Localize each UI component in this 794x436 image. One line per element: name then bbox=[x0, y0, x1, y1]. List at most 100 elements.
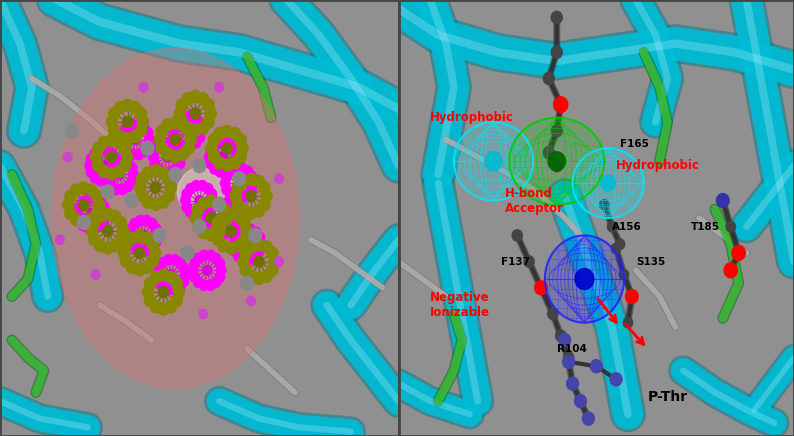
Circle shape bbox=[98, 165, 110, 177]
Circle shape bbox=[160, 137, 169, 147]
Circle shape bbox=[112, 184, 121, 194]
Circle shape bbox=[214, 128, 225, 140]
Circle shape bbox=[485, 152, 502, 171]
Circle shape bbox=[626, 290, 638, 303]
Circle shape bbox=[139, 231, 148, 240]
Circle shape bbox=[231, 206, 241, 217]
Circle shape bbox=[147, 238, 159, 251]
Circle shape bbox=[128, 119, 137, 130]
Circle shape bbox=[192, 204, 203, 216]
Circle shape bbox=[107, 172, 117, 183]
Circle shape bbox=[237, 163, 247, 174]
Circle shape bbox=[219, 213, 228, 223]
Circle shape bbox=[172, 294, 183, 307]
Circle shape bbox=[254, 256, 264, 267]
Circle shape bbox=[150, 164, 161, 177]
Circle shape bbox=[64, 152, 72, 162]
Circle shape bbox=[158, 281, 168, 292]
Circle shape bbox=[164, 255, 173, 265]
Circle shape bbox=[96, 175, 106, 186]
Circle shape bbox=[245, 207, 256, 219]
Circle shape bbox=[126, 224, 136, 234]
Circle shape bbox=[231, 158, 241, 169]
Circle shape bbox=[122, 99, 133, 111]
Circle shape bbox=[130, 242, 140, 252]
Circle shape bbox=[127, 163, 137, 173]
Circle shape bbox=[118, 141, 128, 151]
Circle shape bbox=[114, 102, 125, 114]
Circle shape bbox=[251, 227, 260, 238]
Circle shape bbox=[209, 195, 218, 206]
Circle shape bbox=[233, 251, 243, 261]
Circle shape bbox=[95, 197, 105, 207]
Circle shape bbox=[157, 167, 169, 179]
Circle shape bbox=[222, 167, 231, 177]
Circle shape bbox=[222, 198, 231, 208]
Circle shape bbox=[227, 225, 237, 235]
Circle shape bbox=[611, 243, 621, 254]
Circle shape bbox=[130, 218, 140, 229]
Circle shape bbox=[619, 269, 629, 280]
Circle shape bbox=[229, 128, 241, 140]
Circle shape bbox=[191, 114, 201, 124]
Circle shape bbox=[237, 193, 247, 203]
Circle shape bbox=[139, 82, 148, 92]
Text: H-bond
Acceptor: H-bond Acceptor bbox=[505, 187, 565, 215]
Circle shape bbox=[150, 182, 160, 193]
Circle shape bbox=[163, 152, 172, 162]
Circle shape bbox=[221, 178, 230, 188]
Circle shape bbox=[212, 217, 223, 229]
Text: S135: S135 bbox=[636, 257, 665, 266]
Circle shape bbox=[95, 220, 105, 231]
Circle shape bbox=[214, 226, 225, 238]
Circle shape bbox=[56, 235, 64, 245]
Circle shape bbox=[206, 280, 215, 290]
Circle shape bbox=[140, 146, 149, 157]
Circle shape bbox=[219, 220, 230, 232]
Circle shape bbox=[215, 82, 224, 92]
Text: Negative
Ionizable: Negative Ionizable bbox=[430, 291, 490, 319]
Polygon shape bbox=[572, 148, 644, 218]
Circle shape bbox=[211, 253, 221, 264]
Circle shape bbox=[129, 102, 141, 114]
Circle shape bbox=[134, 247, 145, 259]
Circle shape bbox=[591, 360, 602, 373]
Circle shape bbox=[198, 226, 209, 238]
Circle shape bbox=[214, 157, 225, 169]
Circle shape bbox=[206, 142, 218, 154]
Circle shape bbox=[94, 239, 106, 252]
Circle shape bbox=[87, 225, 98, 237]
Circle shape bbox=[241, 225, 252, 237]
Circle shape bbox=[176, 116, 187, 128]
Circle shape bbox=[615, 239, 625, 249]
Circle shape bbox=[235, 134, 246, 146]
Circle shape bbox=[115, 233, 126, 245]
Circle shape bbox=[170, 284, 179, 295]
Circle shape bbox=[267, 264, 278, 276]
Circle shape bbox=[567, 377, 579, 390]
Circle shape bbox=[241, 276, 253, 290]
Circle shape bbox=[149, 247, 160, 259]
Circle shape bbox=[231, 219, 241, 230]
Circle shape bbox=[206, 158, 215, 169]
Circle shape bbox=[219, 204, 230, 216]
Circle shape bbox=[109, 124, 120, 136]
Circle shape bbox=[164, 173, 175, 185]
Circle shape bbox=[71, 184, 82, 197]
Circle shape bbox=[118, 128, 128, 138]
Circle shape bbox=[86, 213, 97, 225]
Circle shape bbox=[165, 300, 177, 313]
Circle shape bbox=[238, 204, 249, 217]
Text: P-Thr: P-Thr bbox=[648, 390, 688, 404]
Circle shape bbox=[724, 263, 738, 278]
Circle shape bbox=[111, 154, 121, 164]
Circle shape bbox=[91, 149, 100, 159]
Circle shape bbox=[124, 181, 133, 191]
Circle shape bbox=[175, 145, 185, 156]
Circle shape bbox=[87, 167, 96, 177]
Circle shape bbox=[153, 228, 166, 242]
Circle shape bbox=[158, 258, 168, 268]
Circle shape bbox=[102, 176, 112, 186]
Circle shape bbox=[243, 190, 252, 200]
Circle shape bbox=[136, 245, 145, 255]
